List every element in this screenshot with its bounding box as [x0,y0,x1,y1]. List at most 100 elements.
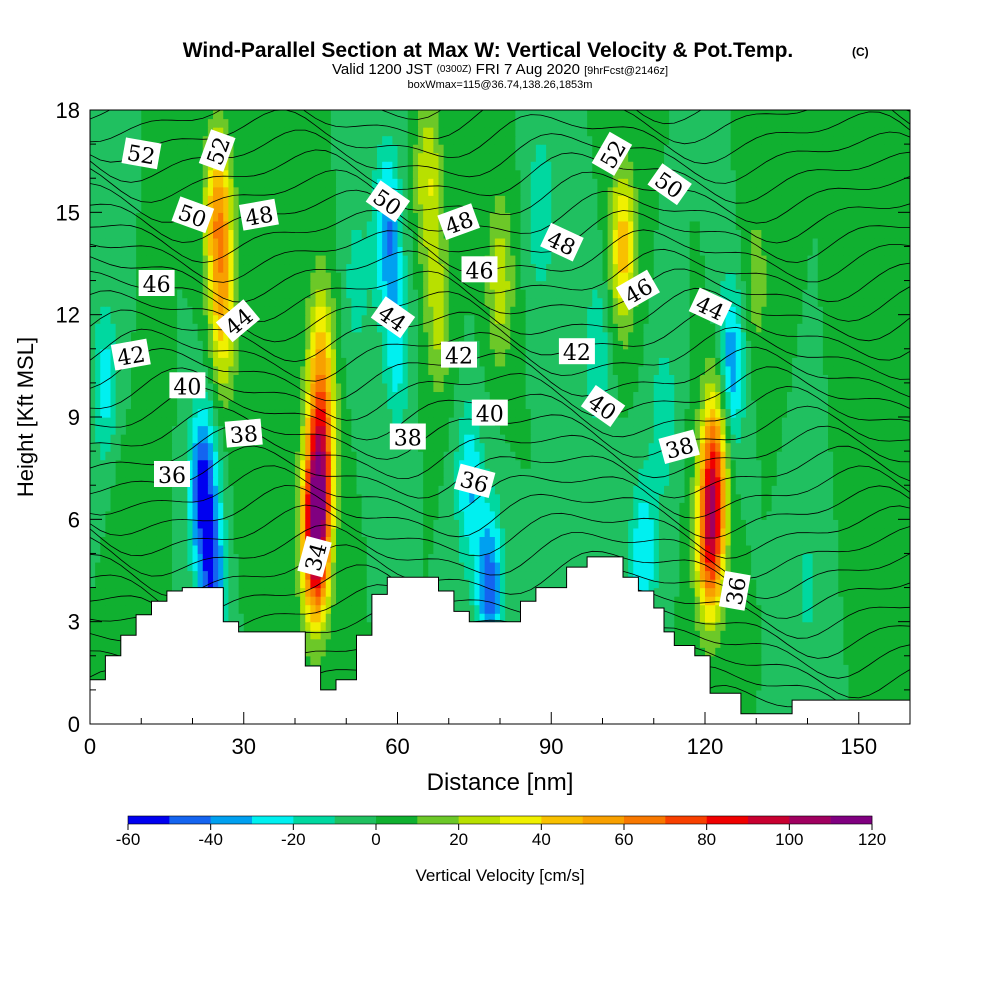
velocity-cell [802,493,809,503]
velocity-cell [551,579,557,589]
velocity-cell [115,459,122,469]
velocity-cell [797,613,803,623]
velocity-cell [505,579,511,589]
velocity-cell [751,664,757,674]
velocity-cell [756,476,762,486]
velocity-cell [115,647,122,657]
velocity-cell [879,536,885,546]
velocity-cell [705,596,711,606]
velocity-cell [797,587,803,597]
velocity-cell [392,493,399,503]
velocity-cell [412,493,419,503]
velocity-cell [105,613,112,623]
velocity-cell [202,536,209,546]
velocity-cell [715,647,721,657]
velocity-cell [689,630,696,640]
velocity-cell [812,570,819,580]
velocity-cell [571,459,578,469]
velocity-cell [494,553,501,563]
velocity-cell [110,604,117,614]
velocity-cell [612,476,619,486]
velocity-cell [289,510,296,520]
velocity-cell [766,613,773,623]
velocity-cell [797,459,803,469]
velocity-cell [607,527,614,537]
velocity-cell [520,553,527,563]
velocity-cell [479,459,486,469]
velocity-cell [602,519,609,529]
velocity-cell [182,527,188,537]
velocity-cell [110,647,117,657]
velocity-cell [853,596,860,606]
velocity-cell [336,579,342,589]
velocity-cell [505,502,511,512]
velocity-cell [761,698,768,708]
velocity-cell [848,510,855,520]
velocity-cell [238,502,245,512]
velocity-cell [207,536,214,546]
velocity-cell [776,647,783,657]
velocity-cell [520,468,527,478]
velocity-cell [751,672,757,682]
velocity-cell [238,570,245,580]
velocity-cell [120,451,127,461]
velocity-cell [889,613,896,623]
velocity-cell [469,587,475,597]
velocity-cell [295,596,301,606]
velocity-cell [541,561,547,572]
velocity-cell [182,451,188,461]
velocity-cell [500,459,506,469]
velocity-cell [346,570,352,580]
velocity-cell [694,604,701,614]
velocity-cell [407,519,414,529]
velocity-cell [838,604,844,614]
velocity-cell [254,587,260,597]
velocity-cell [274,596,281,606]
velocity-cell [110,451,117,461]
velocity-cell [653,596,660,606]
velocity-cell [402,485,409,495]
velocity-cell [633,468,639,478]
velocity-cell [669,536,675,546]
velocity-cell [161,510,168,520]
velocity-cell [812,561,819,572]
velocity-cell [366,570,373,580]
velocity-cell [751,510,757,520]
velocity-cell [428,519,434,529]
velocity-cell [264,459,270,469]
velocity-cell [505,468,511,478]
velocity-cell [705,553,711,563]
velocity-cell [684,553,691,563]
velocity-cell [90,510,96,520]
velocity-cell [710,621,716,631]
velocity-cell [105,493,112,503]
velocity-cell [120,459,127,469]
velocity-cell [643,579,650,589]
velocity-cell [638,570,645,580]
velocity-cell [889,476,896,486]
velocity-cell [899,527,906,537]
velocity-cell [371,485,378,495]
velocity-cell [761,561,768,572]
velocity-cell [289,587,296,597]
velocity-cell [377,519,383,529]
velocity-cell [192,476,199,486]
velocity-cell [674,630,680,640]
velocity-cell [812,536,819,546]
velocity-cell [761,502,768,512]
velocity-cell [530,536,537,546]
velocity-cell [669,613,675,623]
velocity-cell [848,468,855,478]
velocity-cell [684,476,691,486]
velocity-cell [202,510,209,520]
velocity-cell [848,655,855,665]
velocity-cell [166,527,173,537]
velocity-cell [602,476,609,486]
velocity-cell [161,579,168,589]
velocity-cell [479,536,486,546]
velocity-cell [453,561,460,572]
velocity-cell [525,544,532,555]
velocity-cell [264,621,270,631]
velocity-cell [617,485,624,495]
velocity-cell [756,647,762,657]
